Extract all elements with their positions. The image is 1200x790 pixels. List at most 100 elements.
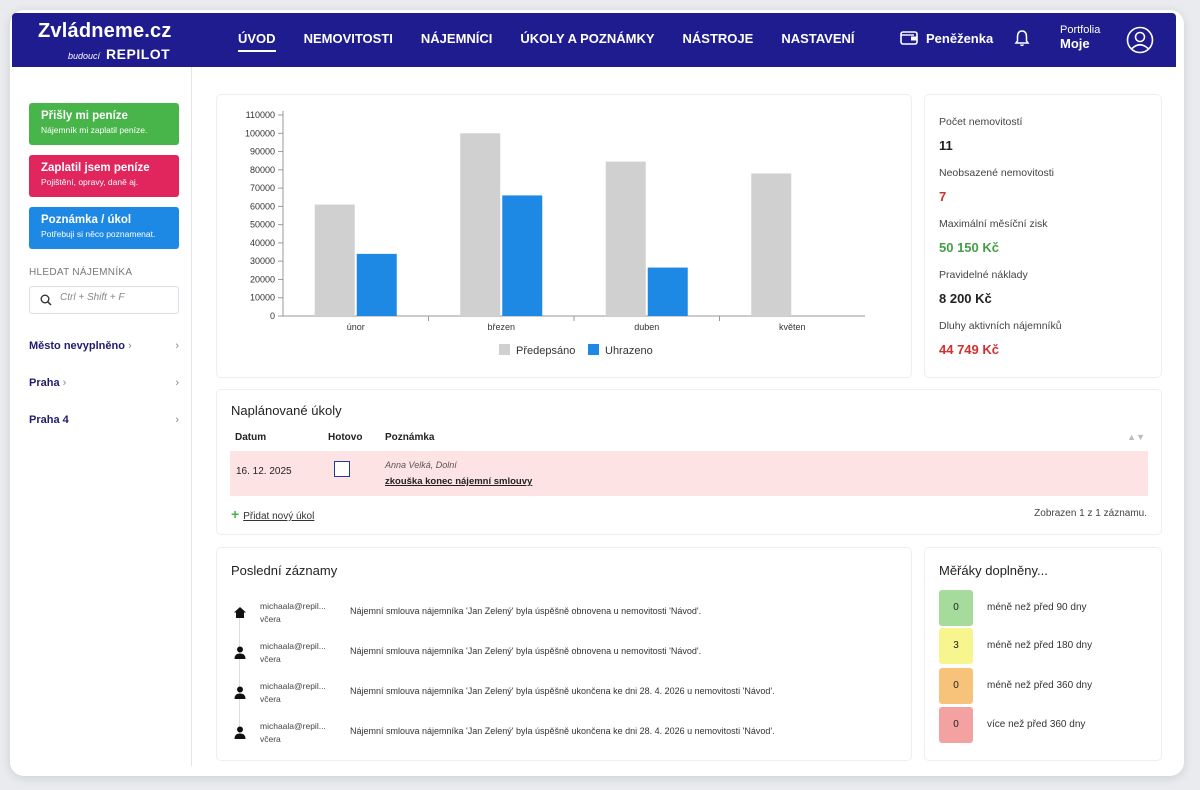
portfolio-selector[interactable]: Portfolia Moje	[1060, 23, 1100, 51]
nav-ukoly[interactable]: ÚKOLY A POZNÁMKY	[520, 31, 655, 46]
wallet-label: Peněženka	[926, 30, 994, 46]
x-tick-label: duben	[634, 322, 659, 332]
x-tick-label: květen	[779, 322, 806, 332]
col-done[interactable]: Hotovo	[328, 432, 363, 443]
recent-records-card: Poslední záznamy michaala@repil... včera …	[217, 548, 911, 760]
bell-icon	[1014, 30, 1030, 47]
money-paid-button[interactable]: Zaplatil jsem peníze Pojištění, opravy, …	[29, 155, 179, 197]
note-task-title: Poznámka / úkol	[41, 214, 132, 226]
y-tick-label: 110000	[246, 110, 275, 120]
list-item: michaala@repil... včera Nájemní smlouva n…	[231, 600, 901, 636]
sidebar: Přišly mi peníze Nájemník mi zaplatil pe…	[12, 67, 192, 766]
legend-label: Uhrazeno	[605, 345, 653, 357]
note-task-button[interactable]: Poznámka / úkol Potřebuji si něco poznam…	[29, 207, 179, 249]
city-item-praha[interactable]: Praha › ›	[29, 377, 179, 389]
list-item: michaala@repil... včera Nájemní smlouva n…	[231, 640, 901, 676]
y-tick-label: 30000	[250, 256, 275, 266]
bar-predepsano	[751, 173, 792, 316]
record-message: Nájemní smlouva nájemníka 'Jan Zelený' b…	[350, 726, 775, 736]
record-author: michaala@repil... včera	[260, 641, 326, 664]
x-tick-label: únor	[347, 322, 365, 332]
stat-properties-count: Počet nemovitostí 11	[939, 112, 1022, 153]
sort-icon[interactable]: ▲▼	[1127, 432, 1145, 442]
chevron-right-icon: ›	[175, 414, 179, 426]
record-author: michaala@repil... včera	[260, 721, 326, 744]
add-task-label: Přidat nový úkol	[243, 511, 315, 522]
meter-bucket-90[interactable]: 0 méně než před 90 dny	[939, 590, 1149, 626]
chevron-right-icon: ›	[175, 377, 179, 389]
add-task-button[interactable]: + Přidat nový úkol	[231, 506, 314, 522]
stats-card: Počet nemovitostí 11 Neobsazené nemovito…	[925, 95, 1161, 377]
city-label: Praha 4	[29, 414, 69, 426]
portfolio-label: Portfolia	[1060, 24, 1101, 36]
meter-count-badge: 0	[939, 668, 973, 704]
meter-bucket-label: více než před 360 dny	[987, 719, 1086, 730]
col-note[interactable]: Poznámka	[385, 432, 435, 443]
record-author: michaala@repil... včera	[260, 601, 326, 624]
y-tick-label: 90000	[250, 147, 275, 157]
main-nav: ÚVOD NEMOVITOSTI NÁJEMNÍCI ÚKOLY A POZNÁ…	[238, 31, 855, 52]
nav-nastaveni[interactable]: NASTAVENÍ	[781, 31, 855, 46]
y-tick-label: 10000	[250, 293, 275, 303]
stat-value: 11	[939, 138, 953, 153]
meter-bucket-180[interactable]: 3 méně než před 180 dny	[939, 628, 1149, 664]
logo-text: Zvládneme.cz	[38, 20, 172, 42]
stat-max-monthly-profit: Maximální měsíční zisk 50 150 Kč	[939, 214, 1048, 255]
bar-predepsano	[605, 161, 646, 316]
stat-label: Neobsazené nemovitosti	[939, 167, 1054, 179]
bar-uhrazeno	[647, 267, 688, 316]
y-tick-label: 50000	[250, 220, 275, 230]
logo[interactable]: Zvládneme.cz budoucí REPILOT	[38, 20, 172, 62]
timeline-line	[239, 618, 240, 738]
stat-regular-costs: Pravidelné náklady 8 200 Kč	[939, 265, 1028, 306]
portfolio-value: Moje	[1060, 36, 1090, 51]
payments-chart-card: 0 10000 20000 30000 40000 50000 60000 70000 8000…	[217, 95, 911, 377]
nav-najemnici[interactable]: NÁJEMNÍCI	[420, 31, 493, 46]
person-icon	[234, 686, 246, 699]
task-note-link[interactable]: zkouška konec nájemní smlouvy	[385, 476, 533, 487]
meter-readings-card: Měřáky doplněny... 0 méně než před 90 dn…	[925, 548, 1161, 760]
record-author: michaala@repil... včera	[260, 681, 326, 704]
nav-nemovitosti[interactable]: NEMOVITOSTI	[303, 31, 393, 46]
nav-uvod[interactable]: ÚVOD	[238, 31, 276, 52]
x-tick-label: březen	[487, 322, 515, 332]
bar-predepsano	[314, 204, 355, 316]
meter-bucket-label: méně než před 180 dny	[987, 640, 1093, 651]
money-received-title: Přišly mi peníze	[41, 110, 128, 122]
plus-icon: +	[231, 506, 240, 522]
wallet-button[interactable]: Peněženka	[900, 30, 993, 46]
records-title: Poslední záznamy	[231, 563, 338, 578]
stat-value: 7	[939, 189, 947, 204]
meter-count-badge: 0	[939, 707, 973, 743]
search-input[interactable]	[60, 292, 172, 303]
money-received-sub: Nájemník mi zaplatil peníze.	[41, 125, 148, 135]
meter-bucket-360[interactable]: 0 méně než před 360 dny	[939, 668, 1149, 704]
search-label: HLEDAT NÁJEMNÍKA	[29, 267, 133, 278]
records-count: Zobrazen 1 z 1 záznamu.	[1034, 508, 1147, 519]
city-item-unset[interactable]: Město nevyplněno › ›	[29, 340, 179, 352]
col-date[interactable]: Datum	[235, 432, 267, 443]
user-menu[interactable]	[1126, 26, 1154, 59]
notifications-button[interactable]	[1014, 29, 1030, 52]
list-item: michaala@repil... včera Nájemní smlouva n…	[231, 720, 901, 756]
user-icon	[1126, 26, 1154, 54]
y-tick-label: 100000	[245, 128, 275, 138]
stat-label: Počet nemovitostí	[939, 116, 1023, 128]
city-item-praha-4[interactable]: Praha 4 ›	[29, 414, 179, 426]
home-icon	[234, 607, 246, 618]
meter-bucket-over-360[interactable]: 0 více než před 360 dny	[939, 707, 1149, 743]
money-received-button[interactable]: Přišly mi peníze Nájemník mi zaplatil pe…	[29, 103, 179, 145]
meter-count-badge: 0	[939, 590, 973, 626]
task-done-checkbox[interactable]	[334, 461, 350, 477]
table-row[interactable]: 16. 12. 2025 Anna Velká, Dolní zkouška k…	[230, 451, 1148, 496]
nav-nastroje[interactable]: NÁSTROJE	[682, 31, 754, 46]
person-icon	[234, 726, 246, 739]
stat-label: Pravidelné náklady	[939, 269, 1028, 281]
city-label: Praha ›	[29, 377, 67, 389]
stat-value: 44 749 Kč	[939, 342, 999, 357]
bar-predepsano	[460, 133, 501, 316]
task-tenant: Anna Velká, Dolní	[385, 460, 457, 470]
bar-uhrazeno	[356, 253, 397, 316]
planned-tasks-card: Naplánované úkoly Datum Hotovo Poznámka …	[217, 390, 1161, 534]
meter-bucket-label: méně než před 90 dny	[987, 602, 1087, 613]
